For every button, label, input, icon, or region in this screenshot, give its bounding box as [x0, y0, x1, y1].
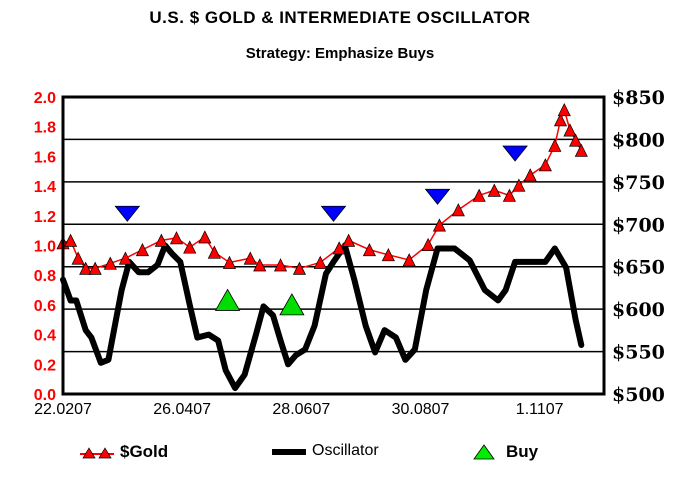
gold-point	[253, 258, 267, 272]
chart-title: U.S. $ GOLD & INTERMEDIATE OSCILLATOR	[149, 8, 531, 27]
gold-point	[135, 242, 150, 257]
gold-point	[71, 251, 85, 265]
gold-point	[538, 158, 552, 172]
legend: $Gold Oscillator Buy	[0, 442, 680, 466]
gold-point	[472, 188, 486, 202]
gold-point	[313, 255, 327, 269]
right-tick-label: $800	[612, 129, 665, 151]
chart: $850 $800 $750 $700 $650 $600 $550 $500 2.0 1.8 1.…	[34, 87, 665, 418]
gold-point	[169, 231, 184, 245]
left-tick-label: 1.6	[34, 149, 56, 166]
right-tick-label: $550	[612, 342, 665, 364]
right-tick-label: $500	[612, 384, 665, 406]
left-tick-label: 0.4	[34, 328, 56, 345]
gold-point	[563, 123, 577, 137]
gold-point	[402, 253, 416, 267]
gold-point	[79, 261, 93, 275]
right-tick-label: $850	[612, 87, 665, 109]
sell-marker	[424, 188, 451, 205]
x-tick-label: 30.0807	[392, 401, 450, 418]
gold-point	[362, 242, 377, 257]
gold-point	[548, 138, 562, 152]
gold-point	[342, 233, 356, 247]
sell-marker	[502, 145, 528, 162]
right-tick-label: $650	[612, 257, 665, 279]
gold-point	[502, 188, 516, 202]
left-tick-label: 0.8	[34, 268, 56, 285]
gold-point	[64, 233, 78, 247]
gold-point	[421, 237, 435, 252]
gold-point	[574, 143, 588, 157]
legend-oscillator-label: Oscillator	[312, 442, 379, 459]
x-tick-label: 1.1107	[516, 401, 564, 418]
gold-point	[183, 240, 197, 254]
x-tick-label: 26.0407	[153, 401, 211, 418]
right-tick-label: $750	[612, 172, 665, 194]
legend-gold-label: $Gold	[120, 442, 169, 461]
left-tick-label: 0.0	[34, 387, 56, 404]
gold-point	[118, 251, 132, 265]
buy-marker	[214, 288, 241, 311]
plot-area	[63, 97, 604, 394]
left-tick-label: 1.0	[34, 239, 56, 256]
gold-point	[292, 261, 307, 275]
left-tick-label: 0.2	[34, 357, 56, 374]
plot-frame	[61, 95, 606, 396]
right-tick-label: $700	[612, 214, 665, 236]
gold-point	[451, 203, 465, 217]
sell-marker	[114, 205, 141, 222]
gold-point	[487, 183, 501, 197]
legend-gold: $Gold	[80, 442, 168, 462]
gold-point	[222, 255, 237, 269]
gold-point	[103, 256, 117, 270]
left-tick-label: 0.6	[34, 298, 56, 315]
gold-point	[88, 261, 102, 275]
sell-marker	[320, 205, 347, 222]
gold-point	[381, 248, 395, 262]
gold-point	[332, 241, 346, 255]
legend-oscillator-line-icon	[272, 449, 306, 455]
gold-point	[523, 168, 537, 182]
legend-buy: Buy	[470, 442, 538, 462]
legend-oscillator: Oscillator	[272, 442, 379, 460]
gold-point	[553, 113, 568, 127]
gold-point	[569, 133, 583, 147]
gold-point	[273, 258, 288, 272]
legend-buy-label: Buy	[506, 442, 539, 461]
left-tick-label: 1.8	[34, 120, 56, 137]
left-tick-label: 1.4	[34, 179, 56, 196]
gold-point	[243, 251, 257, 265]
chart-subtitle: Strategy: Emphasize Buys	[245, 45, 435, 62]
gold-point	[207, 245, 221, 259]
gold-point	[432, 218, 446, 232]
gold-point	[154, 233, 168, 247]
right-tick-label: $600	[612, 299, 665, 321]
gold-point	[512, 178, 526, 192]
gold-point	[557, 102, 571, 117]
x-tick-label: 22.0207	[34, 401, 92, 418]
left-tick-label: 2.0	[34, 90, 56, 107]
legend-gold-marker-icon	[80, 447, 114, 459]
left-tick-label: 1.2	[34, 209, 56, 226]
legend-buy-marker-icon	[473, 444, 495, 460]
gold-point	[198, 230, 212, 244]
buy-marker	[279, 293, 305, 316]
x-tick-label: 28.0607	[272, 401, 330, 418]
